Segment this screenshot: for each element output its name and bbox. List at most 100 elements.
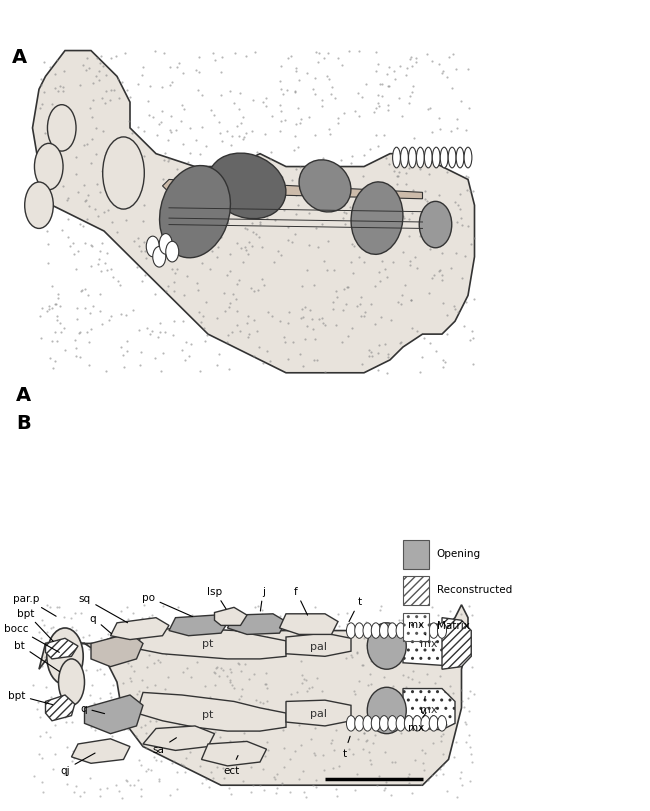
Ellipse shape [404, 716, 413, 732]
Point [442, 784, 452, 797]
Point [185, 337, 196, 350]
Point [226, 666, 236, 679]
Point [392, 169, 402, 182]
Point [196, 122, 207, 135]
Point [370, 280, 380, 293]
Ellipse shape [146, 237, 159, 257]
Point [185, 745, 195, 758]
Point [176, 345, 187, 358]
Point [298, 765, 309, 778]
Point [114, 784, 124, 797]
Point [226, 139, 236, 152]
Point [276, 116, 286, 129]
Point [200, 637, 211, 650]
Point [210, 667, 220, 680]
Point [209, 679, 220, 692]
Point [374, 216, 384, 229]
Point [395, 60, 406, 73]
Point [372, 347, 383, 360]
Text: A: A [16, 385, 31, 404]
Point [79, 786, 89, 799]
Point [469, 232, 479, 245]
Point [52, 311, 62, 324]
Point [410, 753, 420, 766]
Point [38, 57, 49, 70]
Point [105, 264, 116, 277]
Point [229, 208, 240, 221]
Point [42, 636, 52, 649]
Point [280, 623, 291, 636]
Point [390, 755, 400, 768]
Point [101, 699, 112, 712]
Point [350, 688, 360, 701]
Point [416, 778, 426, 791]
Point [46, 280, 57, 293]
Point [279, 742, 289, 755]
Point [215, 127, 226, 140]
Point [400, 712, 410, 725]
Point [214, 348, 224, 361]
Point [323, 235, 333, 248]
Point [55, 80, 65, 93]
Point [94, 782, 105, 795]
Point [153, 775, 164, 787]
Point [403, 671, 413, 684]
Point [194, 759, 205, 772]
Point [393, 691, 404, 704]
Point [176, 239, 186, 252]
Point [283, 221, 294, 234]
Point [262, 682, 272, 695]
Point [365, 144, 376, 157]
Point [339, 207, 350, 220]
Point [151, 130, 162, 143]
Ellipse shape [421, 623, 430, 638]
Point [154, 772, 164, 785]
Ellipse shape [346, 623, 356, 638]
Point [88, 300, 99, 313]
Point [425, 623, 436, 636]
Point [248, 779, 258, 792]
Point [96, 632, 107, 645]
Point [203, 696, 213, 709]
Point [461, 170, 471, 183]
Point [284, 702, 294, 715]
Point [53, 601, 64, 614]
Point [369, 196, 379, 209]
Point [276, 776, 287, 789]
Point [136, 720, 146, 733]
Point [456, 96, 467, 109]
Point [161, 648, 171, 661]
Point [317, 748, 328, 761]
Point [212, 761, 222, 774]
Point [405, 255, 415, 268]
Point [122, 335, 132, 348]
Point [386, 314, 396, 327]
Point [156, 365, 166, 378]
Point [332, 608, 343, 621]
Point [92, 178, 103, 191]
Point [440, 232, 450, 245]
Point [310, 601, 320, 614]
Text: par.p: par.p [13, 594, 56, 616]
Point [342, 607, 352, 620]
Point [161, 706, 172, 719]
Point [105, 691, 116, 704]
Point [65, 241, 75, 254]
Point [72, 313, 83, 326]
Point [109, 148, 120, 161]
Point [51, 54, 62, 67]
Point [83, 337, 94, 350]
Point [70, 334, 80, 347]
Point [106, 84, 116, 97]
Point [461, 124, 471, 137]
Point [339, 218, 350, 231]
Point [354, 111, 364, 124]
Point [348, 748, 358, 761]
Point [339, 283, 349, 296]
Point [231, 278, 242, 291]
Point [354, 618, 364, 631]
Point [163, 135, 174, 148]
Point [394, 92, 404, 105]
Point [97, 92, 107, 105]
Point [75, 350, 85, 363]
